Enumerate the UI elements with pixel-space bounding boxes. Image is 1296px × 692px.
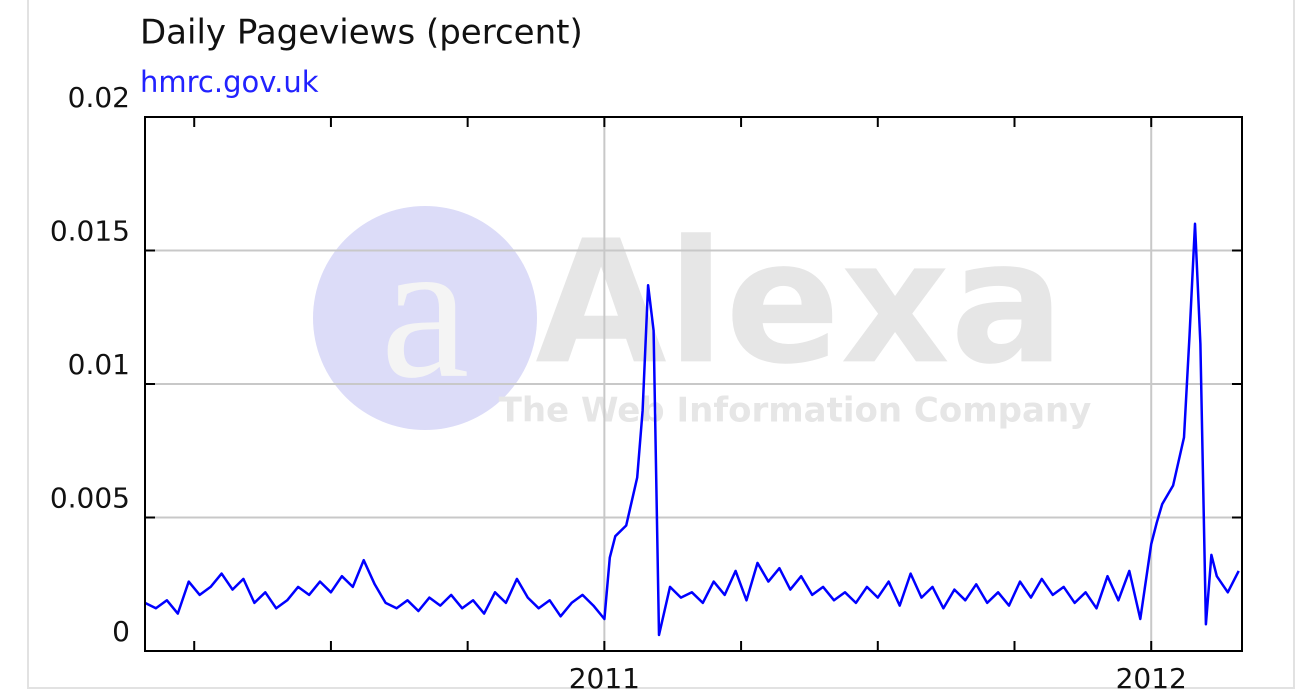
svg-text:a: a (381, 199, 470, 420)
x-tick-label: 2011 (569, 662, 640, 692)
frame (27, 0, 1295, 689)
y-tick-label: 0 (112, 615, 130, 648)
plot-border (144, 116, 1243, 652)
chart-title: Daily Pageviews (percent) (140, 13, 583, 53)
y-tick-label: 0.015 (50, 215, 130, 248)
chart-subtitle: hmrc.gov.uk (140, 65, 319, 99)
y-tick-label: 0.01 (68, 348, 130, 381)
y-tick-label: 0.005 (50, 482, 130, 515)
watermark: Alexa (535, 204, 1065, 402)
watermark-tagline: The Web Information Company (499, 391, 1092, 431)
x-tick-label: 2012 (1116, 662, 1187, 692)
data-line (144, 222, 1240, 637)
y-tick-label: 0.02 (68, 81, 130, 114)
